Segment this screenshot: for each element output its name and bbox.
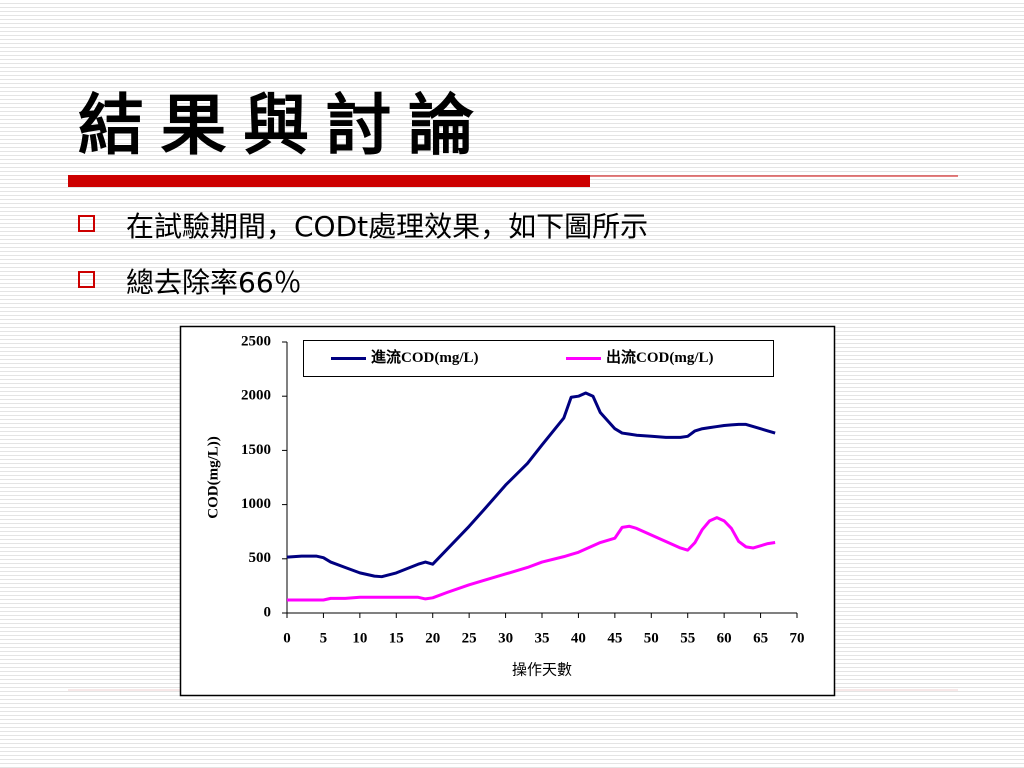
legend-label: 出流COD(mg/L): [606, 348, 714, 366]
x-tick-label: 25: [462, 630, 477, 646]
slide-title: 結 果 與 討 論: [78, 90, 474, 163]
y-tick-label: 2500: [241, 333, 271, 349]
chart-frame: [179, 325, 836, 697]
y-tick-label: 500: [249, 550, 272, 566]
legend-box: [303, 340, 774, 377]
x-tick-label: 40: [571, 630, 586, 646]
x-tick-label: 30: [498, 630, 513, 646]
x-tick-label: 50: [644, 630, 659, 646]
y-tick-label: 2000: [241, 388, 271, 404]
y-tick-label: 1500: [241, 442, 271, 458]
chart: 0 500 1000 1500 2000 2500 0 5 10 15 20 25 30 35 40 45 50…: [205, 333, 804, 678]
data-line: [287, 516, 776, 602]
x-tick-label: 65: [753, 630, 768, 646]
x-tick-label: 70: [790, 630, 805, 646]
title-bar: [68, 175, 590, 187]
x-tick-label: 10: [352, 630, 367, 646]
y-axis-label: COD(mg/L)): [205, 436, 221, 519]
legend-label: 進流COD(mg/L): [371, 348, 479, 366]
bullet-text: 總去除率66％: [126, 266, 302, 299]
x-tick-label: 60: [717, 630, 732, 646]
bullet-icon: [78, 215, 95, 232]
x-axis-label: 操作天數: [512, 661, 572, 679]
x-tick-label: 55: [680, 630, 695, 646]
x-tick-label: 0: [283, 630, 291, 646]
bullet-icon: [78, 271, 95, 288]
x-tick-label: 35: [535, 630, 550, 646]
y-tick-label: 1000: [241, 496, 271, 512]
x-tick-label: 45: [607, 630, 622, 646]
bullet-text: 在試驗期間，CODt處理效果，如下圖所示: [126, 210, 648, 243]
x-tick-label: 5: [320, 630, 328, 646]
y-tick-label: 0: [264, 604, 272, 620]
data-line: [286, 391, 776, 579]
x-tick-label: 15: [389, 630, 404, 646]
x-tick-label: 20: [425, 630, 440, 646]
